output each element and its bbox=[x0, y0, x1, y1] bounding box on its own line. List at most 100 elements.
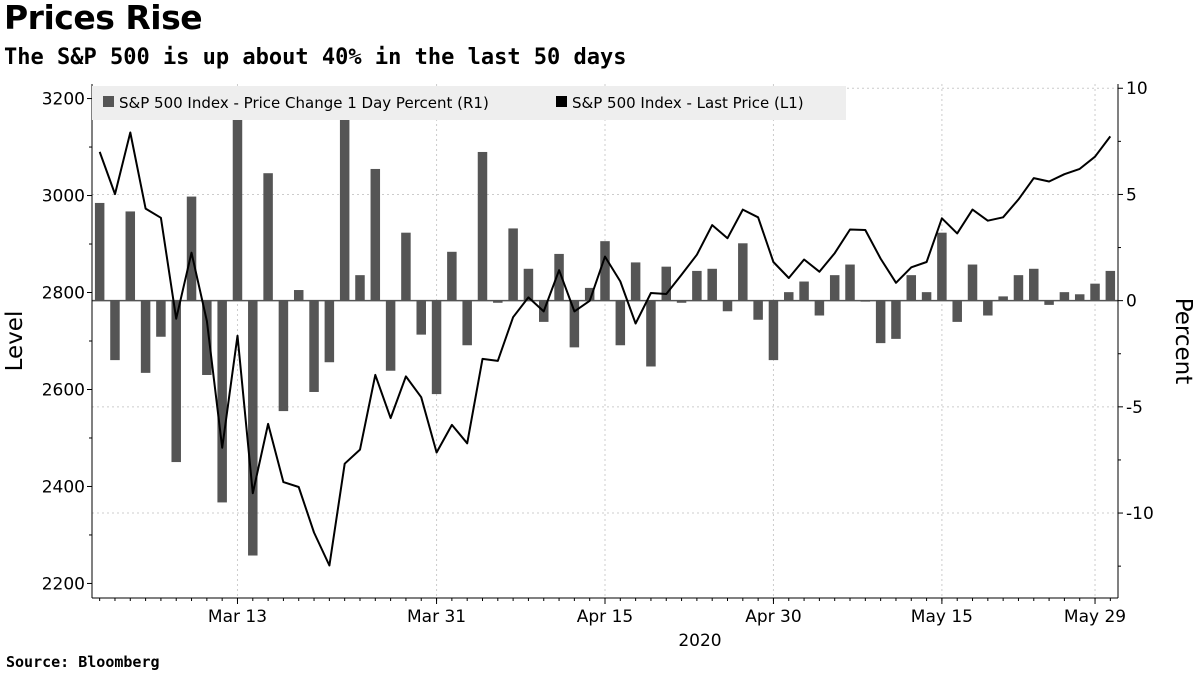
bar-pct-change bbox=[554, 253, 564, 301]
x-tick-label: Apr 15 bbox=[577, 607, 633, 627]
legend-swatch-bars bbox=[103, 96, 114, 107]
bar-pct-change bbox=[110, 300, 120, 361]
line-series bbox=[98, 131, 1112, 567]
bar-pct-change bbox=[125, 211, 136, 301]
bar-pct-change bbox=[171, 300, 181, 463]
left-axis-title: Level bbox=[2, 311, 28, 372]
bar-pct-change bbox=[722, 300, 733, 312]
bar-pct-change bbox=[692, 270, 702, 301]
chart-title: Prices Rise bbox=[4, 0, 203, 37]
left-tick-label: 2600 bbox=[42, 380, 85, 400]
bar-pct-change bbox=[1044, 300, 1054, 305]
legend-swatch-line bbox=[556, 96, 567, 107]
right-tick-label: 5 bbox=[1126, 185, 1137, 205]
grid-lines bbox=[92, 84, 1118, 598]
legend: S&P 500 Index - Price Change 1 Day Perce… bbox=[92, 86, 846, 120]
bar-pct-change bbox=[921, 292, 932, 301]
bar-pct-change bbox=[523, 268, 534, 301]
bar-pct-change bbox=[493, 300, 503, 303]
left-tick-label: 2800 bbox=[42, 284, 85, 304]
right-tick-label: 0 bbox=[1126, 292, 1137, 312]
axes: 2200 2400 2600 2800 3000 3200 10 5 0 -5 -10 Mar 13 M… bbox=[2, 79, 1196, 651]
bar-pct-change bbox=[156, 300, 166, 337]
left-tick-label: 2400 bbox=[42, 477, 85, 497]
left-tick-label: 3000 bbox=[42, 187, 85, 207]
right-tick-label: -10 bbox=[1126, 504, 1154, 524]
bar-pct-change bbox=[1074, 294, 1085, 301]
bar-pct-change bbox=[676, 300, 687, 303]
bar-pct-change bbox=[462, 300, 472, 346]
source-note: Source: Bloomberg bbox=[6, 653, 160, 671]
chart-subtitle: The S&P 500 is up about 40% in the last … bbox=[4, 45, 627, 70]
bar-pct-change bbox=[967, 264, 978, 301]
bar-pct-change bbox=[94, 202, 105, 301]
bar-pct-change bbox=[952, 300, 962, 322]
right-axis-title: Percent bbox=[1170, 298, 1196, 385]
bar-pct-change bbox=[707, 268, 717, 301]
right-tick-label: -5 bbox=[1126, 398, 1143, 418]
bar-pct-change bbox=[385, 300, 396, 371]
bar-series bbox=[92, 100, 1118, 556]
bar-pct-change bbox=[1013, 275, 1024, 301]
bar-pct-change bbox=[370, 168, 381, 301]
x-tick-label: Mar 13 bbox=[208, 607, 267, 627]
bar-pct-change bbox=[355, 275, 365, 301]
bar-pct-change bbox=[615, 300, 626, 346]
bar-pct-change bbox=[248, 300, 258, 556]
bar-pct-change bbox=[983, 300, 993, 316]
bar-pct-change bbox=[140, 300, 151, 373]
bar-pct-change bbox=[202, 300, 212, 375]
bar-pct-change bbox=[263, 173, 273, 301]
bar-pct-change bbox=[293, 290, 304, 301]
bar-pct-change bbox=[891, 300, 901, 339]
bar-pct-change bbox=[1029, 268, 1039, 301]
bar-pct-change bbox=[661, 266, 672, 301]
bar-pct-change bbox=[217, 300, 227, 503]
bar-pct-change bbox=[860, 300, 871, 302]
legend-label-line: S&P 500 Index - Last Price (L1) bbox=[572, 94, 804, 112]
bar-pct-change bbox=[753, 300, 763, 320]
bar-pct-change bbox=[584, 287, 595, 301]
bar-pct-change bbox=[569, 300, 580, 348]
bar-pct-change bbox=[186, 196, 197, 301]
bar-pct-change bbox=[799, 281, 809, 301]
bar-pct-change bbox=[738, 243, 748, 301]
right-tick-label: 10 bbox=[1126, 79, 1148, 99]
legend-label-bars: S&P 500 Index - Price Change 1 Day Perce… bbox=[119, 94, 489, 112]
bar-pct-change bbox=[431, 300, 442, 395]
legend-background bbox=[92, 86, 846, 120]
bar-pct-change bbox=[447, 251, 457, 301]
x-tick-label: May 15 bbox=[911, 607, 973, 627]
bar-pct-change bbox=[324, 300, 335, 363]
bar-pct-change bbox=[416, 300, 426, 335]
bar-pct-change bbox=[845, 264, 855, 301]
bar-pct-change bbox=[339, 100, 350, 301]
bar-pct-change bbox=[1059, 292, 1070, 301]
bar-pct-change bbox=[278, 300, 289, 412]
bar-pct-change bbox=[998, 296, 1008, 301]
bar-pct-change bbox=[784, 292, 794, 301]
left-tick-label: 3200 bbox=[42, 90, 85, 110]
left-tick-label: 2200 bbox=[42, 574, 85, 594]
bar-pct-change bbox=[768, 300, 779, 361]
bar-pct-change bbox=[630, 262, 641, 301]
price-line bbox=[98, 131, 1112, 567]
bar-pct-change bbox=[600, 241, 610, 301]
x-tick-label: May 29 bbox=[1064, 607, 1126, 627]
bar-pct-change bbox=[401, 232, 411, 301]
bar-pct-change bbox=[906, 275, 917, 301]
bar-pct-change bbox=[829, 275, 840, 301]
bar-pct-change bbox=[646, 300, 656, 367]
bar-pct-change bbox=[937, 232, 947, 301]
bar-pct-change bbox=[875, 300, 886, 344]
bar-pct-change bbox=[309, 300, 319, 392]
x-year-label: 2020 bbox=[678, 631, 721, 651]
bar-pct-change bbox=[1090, 283, 1100, 301]
bar-pct-change bbox=[508, 228, 518, 301]
bar-pct-change bbox=[814, 300, 825, 316]
bar-pct-change bbox=[232, 103, 243, 301]
x-tick-label: Mar 31 bbox=[407, 607, 466, 627]
bar-pct-change bbox=[477, 151, 488, 301]
x-tick-label: Apr 30 bbox=[745, 607, 801, 627]
bar-pct-change bbox=[1105, 270, 1116, 301]
